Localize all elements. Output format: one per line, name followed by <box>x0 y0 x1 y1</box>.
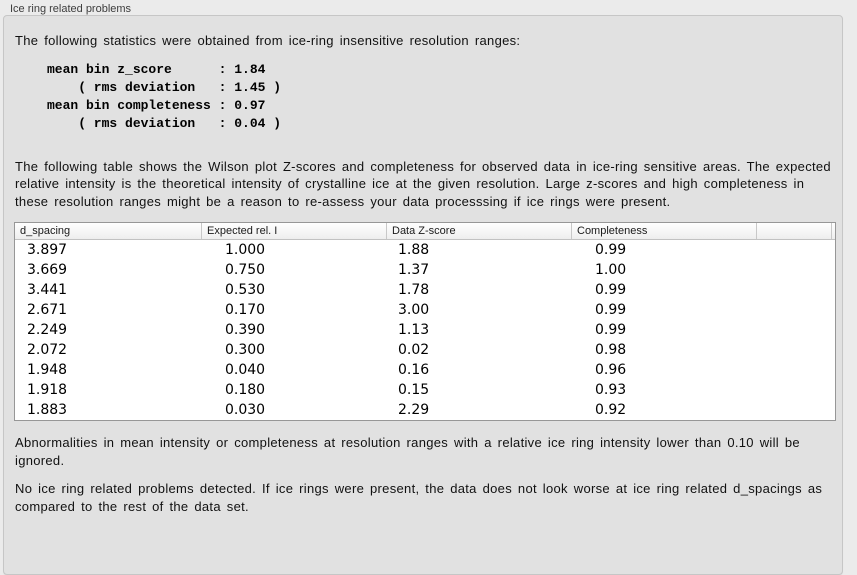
table-row[interactable]: 1.883 0.030 2.29 0.92 <box>15 400 835 420</box>
stat-line: mean bin completeness : 0.97 <box>47 97 266 113</box>
cell-expected-rel-i: 0.390 <box>225 322 266 338</box>
note-result-text: No ice ring related problems detected. I… <box>15 481 823 514</box>
cell-completeness: 0.98 <box>595 342 627 358</box>
table-row[interactable]: 3.441 0.530 1.78 0.99 <box>15 280 835 300</box>
cell-completeness: 0.92 <box>595 402 627 418</box>
cell-data-z-score: 1.13 <box>398 322 430 338</box>
cell-d-spacing: 3.441 <box>27 282 68 298</box>
table-intro-text: The following table shows the Wilson plo… <box>15 158 831 209</box>
cell-data-z-score: 1.37 <box>398 262 430 278</box>
column-header-expected-rel-i[interactable]: Expected rel. I <box>202 223 387 239</box>
stat-line: ( rms deviation : 0.04 ) <box>47 115 282 131</box>
cell-completeness: 1.00 <box>595 262 627 278</box>
column-header-data-z-score[interactable]: Data Z-score <box>387 223 572 239</box>
cell-d-spacing: 1.883 <box>27 402 68 418</box>
column-header-filler <box>832 223 837 239</box>
cell-expected-rel-i: 0.530 <box>225 282 266 298</box>
cell-d-spacing: 2.249 <box>27 322 68 338</box>
cell-data-z-score: 0.16 <box>398 362 430 378</box>
cell-completeness: 0.99 <box>595 242 627 258</box>
cell-completeness: 0.93 <box>595 382 627 398</box>
ice-ring-table[interactable]: d_spacing Expected rel. I Data Z-score C… <box>14 222 836 421</box>
table-body: 3.897 1.000 1.88 0.99 3.669 0.750 1.37 1… <box>15 240 835 420</box>
column-header-completeness[interactable]: Completeness <box>572 223 757 239</box>
cell-expected-rel-i: 0.180 <box>225 382 266 398</box>
cell-data-z-score: 1.78 <box>398 282 430 298</box>
cell-data-z-score: 0.02 <box>398 342 430 358</box>
table-row[interactable]: 1.948 0.040 0.16 0.96 <box>15 360 835 380</box>
cell-data-z-score: 1.88 <box>398 242 430 258</box>
cell-expected-rel-i: 0.300 <box>225 342 266 358</box>
stats-block: mean bin z_score : 1.84 ( rms deviation … <box>47 61 832 133</box>
cell-d-spacing: 1.918 <box>27 382 68 398</box>
cell-completeness: 0.99 <box>595 322 627 338</box>
ice-ring-panel: The following statistics were obtained f… <box>3 15 843 575</box>
cell-data-z-score: 0.15 <box>398 382 430 398</box>
stat-line: ( rms deviation : 1.45 ) <box>47 79 282 95</box>
table-row[interactable]: 2.072 0.300 0.02 0.98 <box>15 340 835 360</box>
table-header-row: d_spacing Expected rel. I Data Z-score C… <box>15 223 835 240</box>
cell-d-spacing: 3.897 <box>27 242 68 258</box>
stat-line: mean bin z_score : 1.84 <box>47 61 266 77</box>
cell-completeness: 0.96 <box>595 362 627 378</box>
cell-expected-rel-i: 1.000 <box>225 242 266 258</box>
cell-completeness: 0.99 <box>595 302 627 318</box>
note-ignore-text: Abnormalities in mean intensity or compl… <box>15 435 800 468</box>
column-header-d-spacing[interactable]: d_spacing <box>15 223 202 239</box>
cell-expected-rel-i: 0.170 <box>225 302 266 318</box>
cell-expected-rel-i: 0.030 <box>225 402 266 418</box>
cell-data-z-score: 3.00 <box>398 302 430 318</box>
cell-completeness: 0.99 <box>595 282 627 298</box>
table-row[interactable]: 1.918 0.180 0.15 0.93 <box>15 380 835 400</box>
table-row[interactable]: 3.669 0.750 1.37 1.00 <box>15 260 835 280</box>
cell-data-z-score: 2.29 <box>398 402 430 418</box>
table-row[interactable]: 2.671 0.170 3.00 0.99 <box>15 300 835 320</box>
table-row[interactable]: 3.897 1.000 1.88 0.99 <box>15 240 835 260</box>
table-row[interactable]: 2.249 0.390 1.13 0.99 <box>15 320 835 340</box>
cell-expected-rel-i: 0.040 <box>225 362 266 378</box>
cell-d-spacing: 2.671 <box>27 302 68 318</box>
cell-d-spacing: 3.669 <box>27 262 68 278</box>
column-header-empty[interactable] <box>757 223 832 239</box>
panel-title: Ice ring related problems <box>10 3 132 15</box>
cell-d-spacing: 1.948 <box>27 362 68 378</box>
cell-d-spacing: 2.072 <box>27 342 68 358</box>
cell-expected-rel-i: 0.750 <box>225 262 266 278</box>
stats-intro-text: The following statistics were obtained f… <box>15 33 521 48</box>
